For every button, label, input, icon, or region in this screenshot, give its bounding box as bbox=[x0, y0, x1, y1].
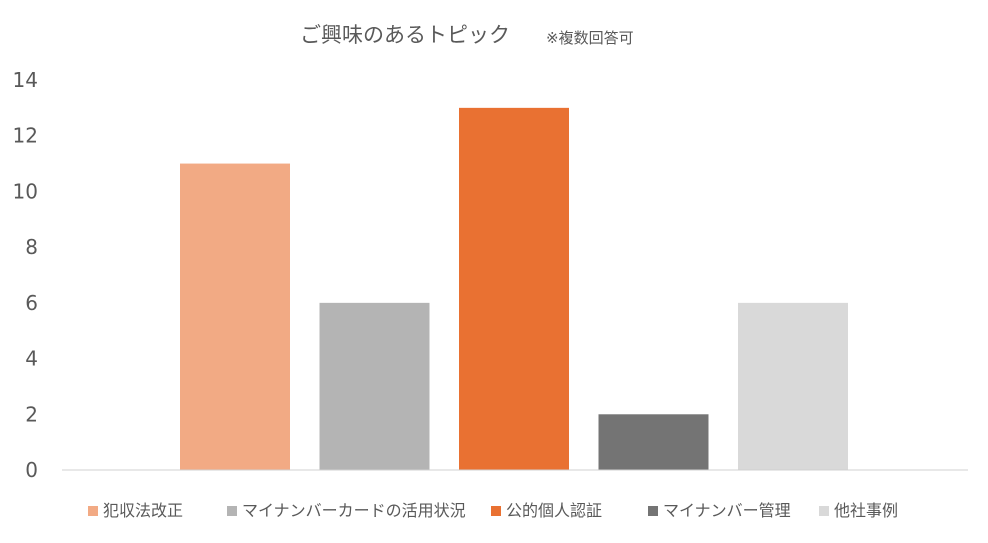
chart-subtitle: ※複数回答可 bbox=[546, 29, 634, 47]
legend-label: マイナンバー管理 bbox=[663, 501, 791, 520]
legend-swatch bbox=[491, 506, 501, 516]
legend-label: マイナンバーカードの活用状況 bbox=[242, 501, 466, 520]
y-tick-label: 12 bbox=[13, 124, 38, 148]
legend-swatch bbox=[88, 506, 98, 516]
bar bbox=[598, 414, 709, 470]
legend-label: 犯収法改正 bbox=[103, 501, 183, 520]
y-tick-label: 4 bbox=[25, 347, 38, 371]
y-tick-label: 6 bbox=[25, 291, 38, 315]
y-tick-label: 0 bbox=[25, 458, 38, 482]
chart-title: ご興味のあるトピック bbox=[300, 23, 510, 47]
bar bbox=[180, 163, 290, 471]
bars-group bbox=[180, 107, 848, 471]
y-tick-label: 8 bbox=[25, 235, 38, 259]
bar bbox=[459, 107, 569, 470]
bar bbox=[738, 302, 848, 470]
legend-label: 公的個人認証 bbox=[506, 501, 602, 520]
legend-swatch bbox=[648, 506, 658, 516]
y-tick-label: 14 bbox=[13, 68, 38, 92]
legend: 犯収法改正 マイナンバーカードの活用状況 公的個人認証 マイナンバー管理 他社事例 bbox=[88, 501, 898, 520]
y-axis-ticks: 0 2 4 6 8 10 12 14 bbox=[13, 68, 38, 482]
legend-swatch bbox=[819, 506, 829, 516]
bar bbox=[319, 302, 430, 470]
y-tick-label: 2 bbox=[25, 402, 38, 426]
y-tick-label: 10 bbox=[13, 179, 38, 203]
legend-label: 他社事例 bbox=[834, 501, 898, 520]
legend-swatch bbox=[227, 506, 237, 516]
